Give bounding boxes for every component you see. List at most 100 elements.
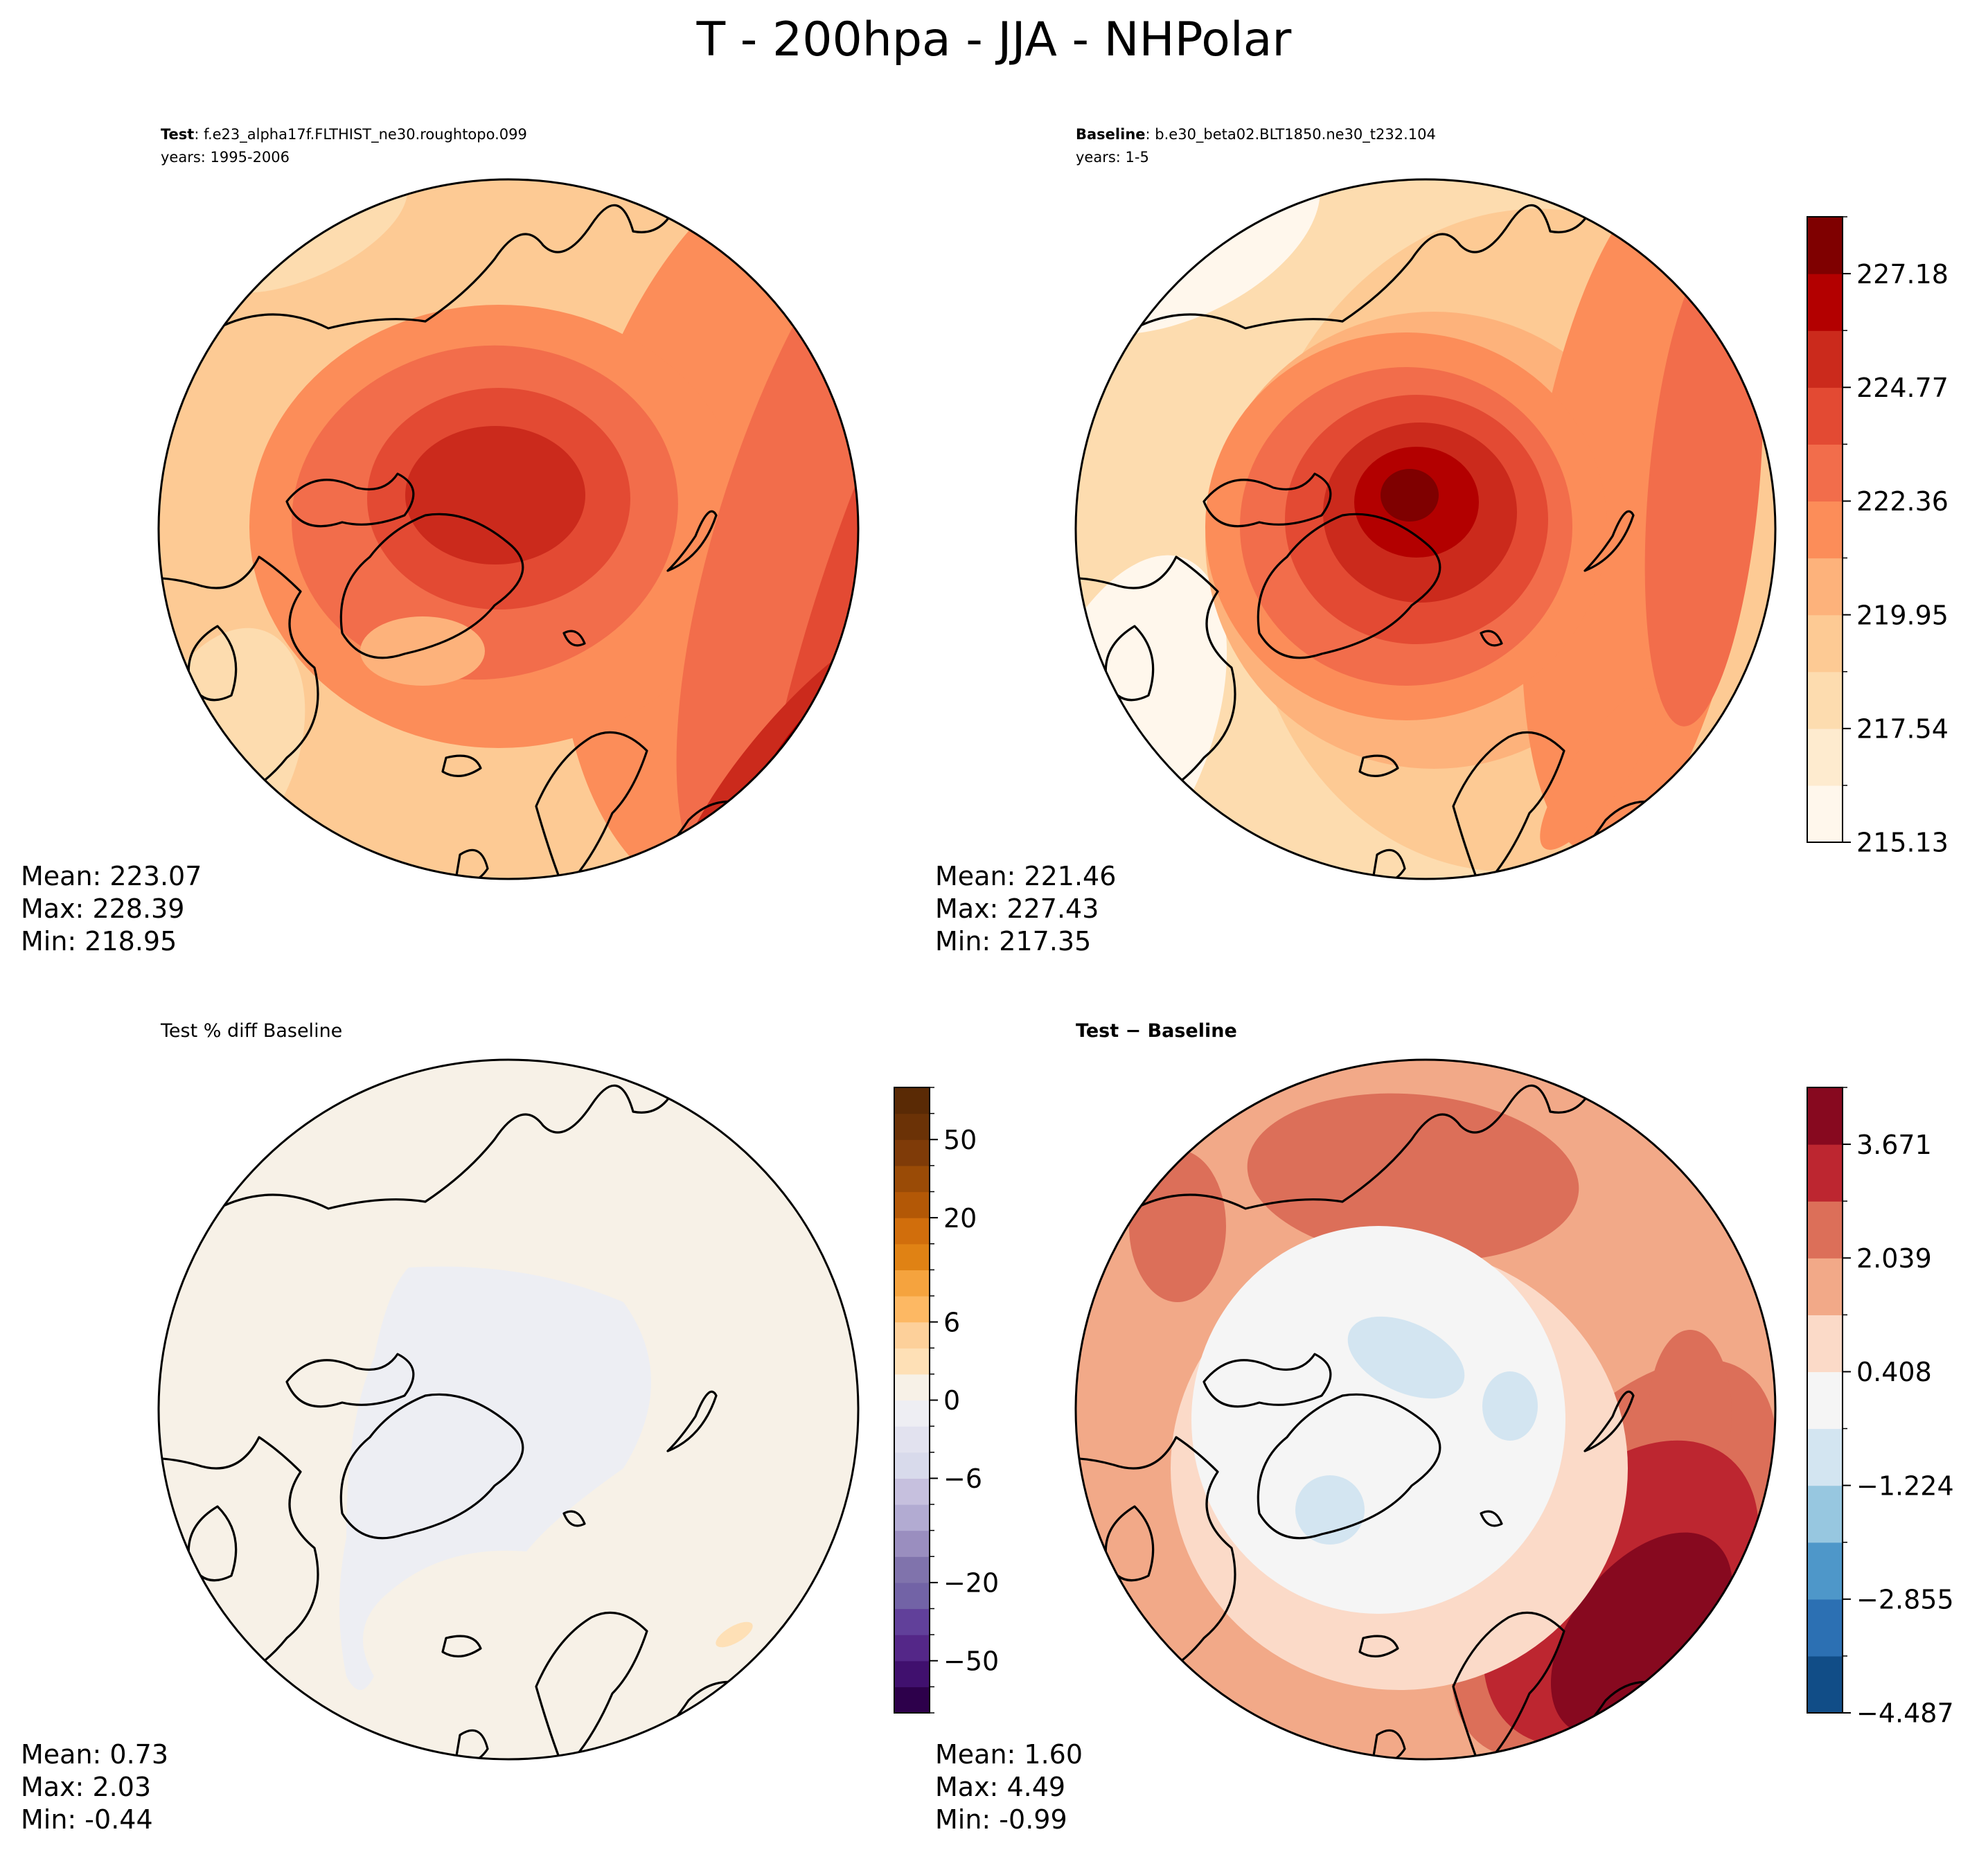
panel-test-years: years: 1995-2006 bbox=[161, 149, 290, 166]
coastline bbox=[187, 625, 238, 702]
coastline bbox=[1134, 1060, 1775, 1210]
coastline bbox=[562, 1510, 586, 1527]
coastline bbox=[693, 179, 738, 214]
coastline bbox=[1104, 625, 1155, 702]
colorbar-segment bbox=[1807, 1201, 1843, 1258]
coastline bbox=[1372, 1729, 1406, 1759]
colorbar-frame bbox=[1807, 216, 1843, 843]
coastline bbox=[455, 1729, 489, 1759]
colorbar-segment bbox=[1807, 1655, 1843, 1714]
panel-diff-title: Test − Baseline bbox=[1076, 1020, 1237, 1042]
panel-test-label: Test bbox=[161, 126, 194, 143]
coastline bbox=[1104, 1505, 1155, 1582]
panel-diff: Test − Baseline Mean: 1.60 Max: 4.49 Min… bbox=[935, 1020, 1954, 1835]
stat-diff-mean: Mean: 1.60 bbox=[935, 1739, 1083, 1770]
colorbar-segment bbox=[1807, 1315, 1843, 1373]
coastline bbox=[187, 1505, 238, 1582]
map-diff-boundary bbox=[1074, 1058, 1777, 1761]
coastline bbox=[339, 513, 524, 659]
field-contour bbox=[716, 1621, 753, 1648]
colorbar-segment bbox=[894, 1087, 930, 1114]
stat-diff-max: Max: 4.49 bbox=[935, 1772, 1065, 1802]
colorbar-tick-label: −20 bbox=[943, 1568, 999, 1599]
colorbar-diff: 3.671 2.039 0.408 −1.224 −2.855 −4.487 bbox=[1807, 1087, 1954, 1729]
coastline bbox=[1583, 1390, 1635, 1452]
coastline bbox=[1257, 513, 1441, 659]
colorbar-tick-label: −50 bbox=[943, 1646, 999, 1676]
colorbar-segment bbox=[894, 1504, 930, 1531]
field-contour bbox=[1347, 1316, 1465, 1399]
colorbar-segment bbox=[894, 1452, 930, 1479]
coastline bbox=[339, 1393, 524, 1540]
colorbar-tick-label: −1.224 bbox=[1856, 1470, 1954, 1501]
colorbar-segment bbox=[894, 1373, 930, 1401]
colorbar-segment bbox=[894, 1478, 930, 1505]
colorbar-segment bbox=[894, 1270, 930, 1297]
field-contour bbox=[360, 616, 485, 686]
coastline bbox=[1396, 800, 1669, 879]
colorbar-segment bbox=[1807, 1371, 1843, 1430]
field-contour bbox=[1482, 1371, 1538, 1441]
colorbar-segment bbox=[894, 1322, 930, 1349]
colorbar-tick-label: −6 bbox=[943, 1464, 982, 1494]
colorbar-segment bbox=[1807, 444, 1843, 502]
colorbar-segment bbox=[894, 1608, 930, 1635]
panel-baseline-case: b.e30_beta02.BLT1850.ne30_t232.104 bbox=[1155, 126, 1436, 143]
stat-pctdiff-min: Min: -0.44 bbox=[21, 1804, 153, 1835]
colorbar-segment bbox=[894, 1165, 930, 1193]
coastline bbox=[1396, 1680, 1669, 1759]
field-contour bbox=[1381, 469, 1439, 522]
coastline bbox=[1372, 848, 1406, 879]
coastline bbox=[1257, 1393, 1441, 1540]
coastline bbox=[666, 510, 718, 572]
colorbar-tick-label: −2.855 bbox=[1856, 1584, 1954, 1615]
colorbar-tick-label: 222.36 bbox=[1856, 486, 1949, 517]
map-baseline-boundary bbox=[1074, 178, 1777, 880]
colorbar-tick-label: 0.408 bbox=[1856, 1357, 1932, 1387]
colorbar-tick-label: 0 bbox=[943, 1385, 960, 1416]
panel-test-header: Test: f.e23_alpha17f.FLTHIST_ne30.rought… bbox=[161, 126, 527, 143]
panel-test-case: f.e23_alpha17f.FLTHIST_ne30.roughtopo.09… bbox=[204, 126, 527, 143]
colorbar-segment bbox=[1807, 1258, 1843, 1315]
colorbar-segment bbox=[894, 1687, 930, 1714]
coastline bbox=[562, 630, 586, 647]
colorbar-segment bbox=[894, 1400, 930, 1427]
coastline bbox=[1480, 630, 1503, 647]
colorbar-segment bbox=[894, 1113, 930, 1140]
stat-test-mean: Mean: 223.07 bbox=[21, 861, 202, 891]
map-pctdiff-boundary bbox=[157, 1058, 860, 1761]
colorbar-segment bbox=[1807, 1087, 1843, 1145]
colorbar-segment bbox=[894, 1348, 930, 1375]
colorbar-tick-label: 227.18 bbox=[1856, 259, 1949, 290]
stat-baseline-mean: Mean: 221.46 bbox=[935, 861, 1116, 891]
field-contour bbox=[1247, 1093, 1579, 1262]
coastline bbox=[1202, 472, 1332, 528]
coastline bbox=[285, 472, 415, 528]
colorbar-tick-label: 224.77 bbox=[1856, 373, 1949, 403]
colorbar-segment bbox=[894, 1191, 930, 1218]
map-pctdiff bbox=[159, 1060, 858, 1759]
field-contour bbox=[1191, 1226, 1565, 1614]
colorbar-segment bbox=[894, 1530, 930, 1557]
coastline bbox=[1358, 1635, 1399, 1657]
colorbar-segment bbox=[1807, 1428, 1843, 1486]
coastline bbox=[217, 179, 858, 330]
colorbar-segment bbox=[1807, 785, 1843, 843]
colorbar-tick-label: 2.039 bbox=[1856, 1243, 1932, 1274]
stat-pctdiff-mean: Mean: 0.73 bbox=[21, 1739, 168, 1770]
stat-diff-min: Min: -0.99 bbox=[935, 1804, 1067, 1835]
coastline bbox=[693, 1060, 738, 1094]
stat-baseline-max: Max: 227.43 bbox=[935, 893, 1099, 924]
coastline bbox=[217, 1060, 858, 1210]
field-contour bbox=[405, 426, 585, 564]
colorbar-segment bbox=[894, 1556, 930, 1583]
colorbar-segment bbox=[1807, 1485, 1843, 1543]
figure-title: T - 200hpa - JJA - NHPolar bbox=[696, 12, 1292, 67]
colorbar-segment bbox=[894, 1296, 930, 1323]
colorbar-segment bbox=[1807, 671, 1843, 729]
coastline bbox=[455, 848, 489, 879]
colorbar-segment bbox=[1807, 330, 1843, 388]
colorbar-segment bbox=[1807, 274, 1843, 331]
colorbar-segment bbox=[1807, 1599, 1843, 1657]
